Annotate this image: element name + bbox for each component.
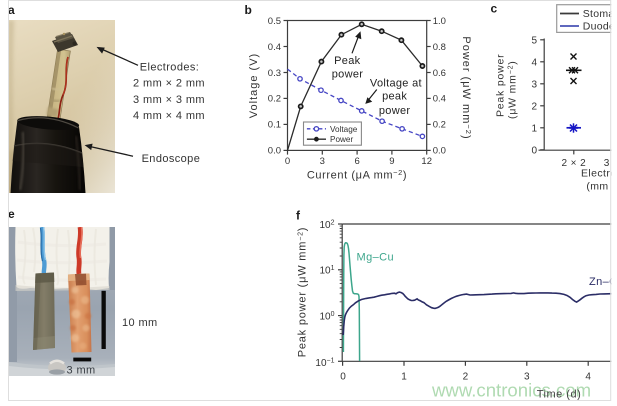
svg-text:3 mm × 3 mm: 3 mm × 3 mm — [133, 94, 205, 106]
svg-text:0: 0 — [531, 145, 537, 156]
svg-text:(mm × mm): (mm × mm) — [586, 181, 617, 193]
svg-text:3: 3 — [320, 156, 325, 167]
svg-text:102: 102 — [319, 220, 334, 232]
svg-text:0: 0 — [340, 371, 346, 382]
svg-text:0.0: 0.0 — [433, 146, 446, 157]
svg-text:Stomach: Stomach — [583, 8, 617, 20]
svg-text:Power: Power — [330, 135, 353, 144]
svg-text:0.2: 0.2 — [433, 120, 446, 131]
svg-text:(μW mm−2): (μW mm−2) — [507, 60, 519, 119]
svg-text:Voltage: Voltage — [330, 125, 358, 134]
svg-text:2 mm × 2 mm: 2 mm × 2 mm — [133, 78, 205, 90]
svg-text:Peak power (μW mm−2): Peak power (μW mm−2) — [297, 227, 309, 358]
svg-text:www.cntronics.com: www.cntronics.com — [431, 380, 591, 401]
svg-text:Time (d): Time (d) — [537, 388, 582, 400]
svg-text:3: 3 — [524, 371, 530, 382]
svg-text:1: 1 — [531, 123, 537, 134]
svg-text:2: 2 — [531, 101, 537, 112]
svg-text:1.0: 1.0 — [433, 16, 446, 27]
svg-text:b: b — [245, 3, 252, 17]
svg-text:4: 4 — [585, 371, 591, 382]
svg-text:1: 1 — [401, 371, 407, 382]
svg-text:0.6: 0.6 — [433, 68, 446, 79]
svg-text:Electrode size: Electrode size — [581, 167, 617, 179]
svg-text:Electrodes:: Electrodes: — [140, 62, 199, 74]
svg-text:10−1: 10−1 — [315, 358, 334, 370]
svg-text:a: a — [8, 3, 15, 17]
svg-text:0.4: 0.4 — [433, 94, 446, 105]
svg-text:6: 6 — [354, 156, 359, 167]
svg-text:3: 3 — [531, 79, 537, 90]
svg-text:Voltage at: Voltage at — [370, 78, 422, 90]
svg-text:Voltage (V): Voltage (V) — [248, 53, 260, 118]
svg-text:power: power — [332, 68, 363, 80]
svg-text:Power (μW mm−2): Power (μW mm−2) — [460, 36, 473, 139]
svg-text:Peak power: Peak power — [495, 54, 507, 117]
svg-text:12: 12 — [421, 156, 432, 167]
svg-text:Endoscope: Endoscope — [142, 153, 201, 165]
svg-text:101: 101 — [319, 265, 334, 277]
svg-text:0.3: 0.3 — [268, 68, 281, 79]
svg-text:0.8: 0.8 — [433, 42, 446, 53]
svg-text:5: 5 — [531, 35, 537, 46]
svg-text:Peak: Peak — [334, 55, 360, 67]
svg-text:peak: peak — [382, 91, 407, 103]
svg-text:2 × 2: 2 × 2 — [562, 158, 587, 169]
svg-text:power: power — [379, 105, 410, 117]
svg-text:100: 100 — [319, 311, 334, 323]
svg-text:0.4: 0.4 — [268, 42, 281, 53]
svg-text:Current (μA mm−2): Current (μA mm−2) — [307, 168, 407, 182]
svg-text:0.2: 0.2 — [268, 94, 281, 105]
svg-text:Zn–Cu: Zn–Cu — [589, 276, 617, 288]
svg-text:e: e — [8, 207, 15, 221]
svg-text:0: 0 — [285, 156, 290, 167]
svg-text:3 mm: 3 mm — [67, 364, 96, 376]
svg-text:9: 9 — [389, 156, 394, 167]
svg-text:2: 2 — [463, 371, 469, 382]
svg-text:f: f — [296, 209, 301, 223]
svg-text:0.5: 0.5 — [268, 16, 281, 27]
svg-text:10 mm: 10 mm — [122, 317, 158, 329]
svg-text:Mg–Cu: Mg–Cu — [357, 251, 394, 263]
svg-text:c: c — [491, 2, 498, 16]
svg-text:0.0: 0.0 — [268, 146, 281, 157]
svg-text:0.1: 0.1 — [268, 120, 281, 131]
svg-text:4 mm × 4 mm: 4 mm × 4 mm — [133, 110, 205, 122]
svg-text:4: 4 — [531, 57, 537, 68]
svg-text:Duodenum: Duodenum — [583, 20, 617, 32]
